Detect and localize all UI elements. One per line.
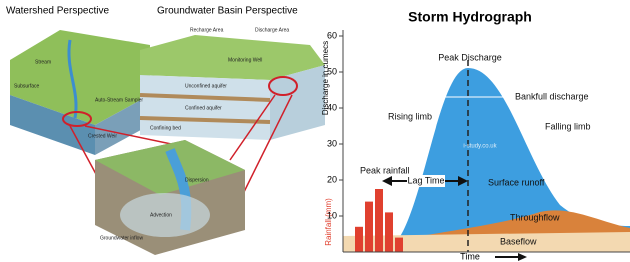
- diagram-label: Advection: [150, 212, 172, 218]
- annotation: Baseflow: [500, 236, 537, 246]
- arrow-head: [382, 176, 392, 186]
- y-tick-label: 30: [327, 138, 337, 148]
- y-tick-label: 60: [327, 30, 337, 40]
- diagram-label: Recharge Area: [190, 27, 224, 33]
- diagram-label: Discharge Area: [255, 27, 289, 33]
- annotation: Falling limb: [545, 121, 591, 131]
- diagram-label: Subsurface: [14, 83, 40, 89]
- groundwater-block: [140, 35, 325, 140]
- annotation: Peak rainfall: [360, 165, 410, 175]
- rainfall-bar: [385, 212, 393, 252]
- annotation: Peak Discharge: [438, 52, 502, 62]
- annotation: Surface runoff: [488, 177, 545, 187]
- watermark: i-study.co.uk: [463, 144, 497, 150]
- x-axis-label: Time: [460, 251, 480, 261]
- watershed-title: Watershed Perspective: [6, 6, 109, 17]
- y-tick-label: 40: [327, 102, 337, 112]
- annotation: Throughflow: [510, 212, 560, 222]
- page: Watershed Perspective Groundwater Basin …: [0, 0, 630, 262]
- rainfall-axis-label: Rainfall (mm): [324, 198, 333, 246]
- diagram-label: Dispersion: [185, 177, 209, 183]
- arrow-head: [518, 253, 527, 261]
- annotation: Bankfull discharge: [515, 91, 589, 101]
- rainfall-bar: [365, 202, 373, 252]
- y-tick-label: 10: [327, 210, 337, 220]
- chart-title: Storm Hydrograph: [408, 9, 532, 25]
- diagram-label: Unconfined aquifer: [185, 83, 227, 89]
- diagram-label: Auto-Stream Sampler: [95, 97, 143, 103]
- hydrograph: Storm Hydrograph Discharge in cumecs Rai…: [321, 9, 630, 262]
- diagram-label: Confined aquifer: [185, 105, 222, 111]
- y-tick-label: 50: [327, 66, 337, 76]
- diagram-label: Crested Weir: [88, 133, 117, 139]
- rainfall-bar: [355, 227, 363, 252]
- rainfall-bar: [375, 189, 383, 252]
- groundwater-title: Groundwater Basin Perspective: [157, 6, 298, 17]
- diagram-label: Stream: [35, 59, 51, 65]
- annotation: Rising limb: [388, 111, 432, 121]
- rainfall-bar: [395, 238, 403, 252]
- diagram-label: Groundwater inflow: [100, 235, 143, 241]
- annotation: Lag Time: [407, 175, 444, 185]
- watershed-block: [10, 30, 150, 155]
- y-tick-label: 20: [327, 174, 337, 184]
- diagram-label: Monitoring Well: [228, 57, 262, 63]
- diagram-label: Confining bed: [150, 125, 181, 131]
